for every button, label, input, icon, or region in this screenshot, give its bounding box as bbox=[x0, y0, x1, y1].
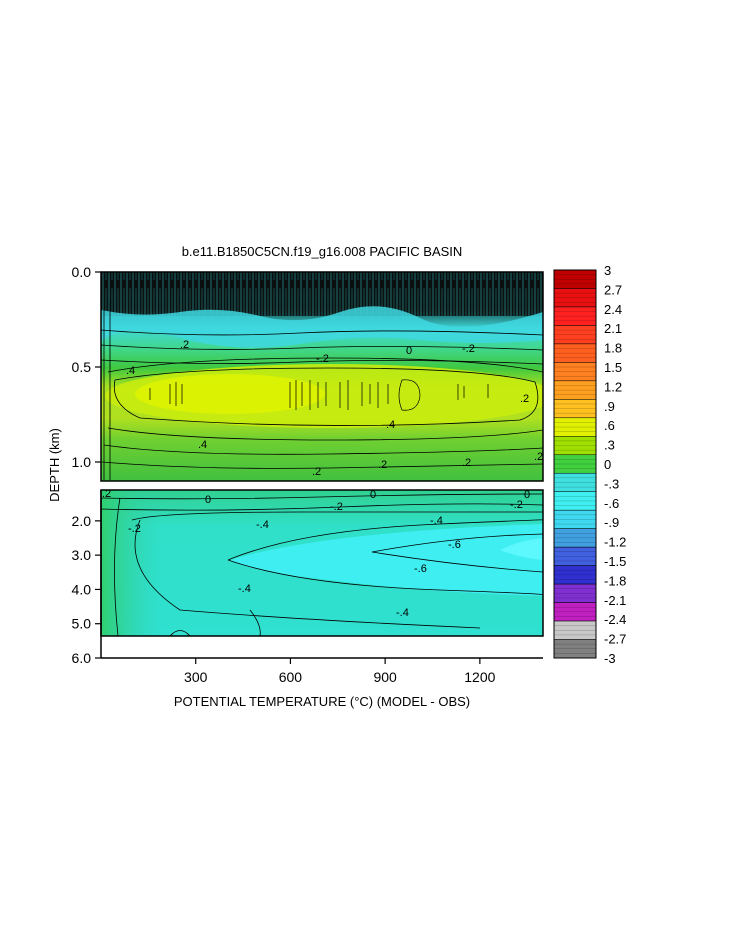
colorbar-label: 2.7 bbox=[604, 282, 622, 297]
upper-contour-label: .4 bbox=[198, 439, 207, 451]
colorbar-label: 1.5 bbox=[604, 360, 622, 375]
colorbar-label: 0 bbox=[604, 457, 611, 472]
lower-contour-label: -.4 bbox=[238, 583, 251, 595]
upper-panel: .4 .2 0 -.2 .4 .2 -.2 .4 .2 .2 .2 .2 bbox=[100, 271, 544, 482]
lower-contour-label: -.2 bbox=[330, 501, 343, 513]
colorbar-label: -2.1 bbox=[604, 593, 626, 608]
chart-title: b.e11.B1850C5CN.f19_g16.008 PACIFIC BASI… bbox=[182, 244, 463, 259]
colorbar-label: 3 bbox=[604, 263, 611, 278]
upper-contour-label: .4 bbox=[126, 365, 135, 377]
x-axis: 300 600 900 1200 bbox=[184, 658, 496, 685]
upper-cyan-band bbox=[101, 306, 543, 348]
x-axis-label: POTENTIAL TEMPERATURE (°C) (MODEL - OBS) bbox=[174, 694, 470, 709]
lower-contour-label: 0 bbox=[524, 489, 530, 501]
colorbar-label: 1.2 bbox=[604, 379, 622, 394]
y-tick-label: 2.0 bbox=[72, 513, 92, 529]
lower-left-warm-band bbox=[101, 490, 161, 636]
upper-noise-band bbox=[101, 272, 543, 316]
upper-contour-label: 0 bbox=[406, 345, 412, 357]
y-tick-label: 0.0 bbox=[72, 264, 92, 280]
lower-contour-label: -.4 bbox=[396, 607, 409, 619]
x-tick-label: 1200 bbox=[464, 669, 495, 685]
upper-contours bbox=[101, 300, 543, 480]
upper-contour-label: .2 bbox=[312, 466, 321, 478]
x-tick-label: 900 bbox=[373, 669, 397, 685]
y-tick-label: 5.0 bbox=[72, 616, 92, 632]
colorbar-label: 2.4 bbox=[604, 302, 622, 317]
colorbar-label: -3 bbox=[604, 651, 616, 666]
y-tick-label: 3.0 bbox=[72, 547, 92, 563]
colorbar-label: -1.2 bbox=[604, 535, 626, 550]
colorbar-label: 1.8 bbox=[604, 341, 622, 356]
upper-contour-clusters bbox=[149, 379, 489, 411]
lower-contour-label: -.6 bbox=[448, 539, 461, 551]
y-axis-upper: 0.0 0.5 1.0 bbox=[72, 264, 101, 470]
upper-contour-label: .2 bbox=[378, 459, 387, 471]
upper-contour-label: .2 bbox=[520, 393, 529, 405]
lower-contour-label-group: 0 -.2 0 -.2 0 -.2 -.4 -.4 .2 -.6 -.6 -.4… bbox=[102, 488, 530, 619]
colorbar-label: -2.7 bbox=[604, 632, 626, 647]
colorbar-frame bbox=[553, 269, 597, 659]
y-tick-label: 1.0 bbox=[72, 454, 92, 470]
y-axis-label: DEPTH (km) bbox=[47, 428, 62, 502]
lower-contour-label: -.4 bbox=[430, 515, 443, 527]
lower-cold-core bbox=[230, 524, 543, 596]
lower-contours bbox=[101, 493, 543, 636]
lower-contour-label: -.6 bbox=[414, 563, 427, 575]
colorbar-label: -.9 bbox=[604, 515, 619, 530]
upper-contour-label: .2 bbox=[180, 339, 189, 351]
lower-cold-core-inner bbox=[500, 538, 543, 560]
lower-contour-label: -.2 bbox=[510, 499, 523, 511]
y-tick-label: 4.0 bbox=[72, 581, 92, 597]
colorbar-label: .9 bbox=[604, 399, 615, 414]
lower-contour-label: .2 bbox=[102, 488, 111, 500]
x-tick-label: 600 bbox=[279, 669, 303, 685]
colorbar-label: -1.8 bbox=[604, 573, 626, 588]
lower-contour-label: -.4 bbox=[256, 519, 269, 531]
upper-frame bbox=[100, 271, 544, 482]
y-axis-lower: 2.0 3.0 4.0 5.0 6.0 bbox=[72, 513, 101, 666]
colorbar-label: -.3 bbox=[604, 476, 619, 491]
upper-contour-label: -.2 bbox=[316, 353, 329, 365]
colorbar-label: -2.4 bbox=[604, 612, 626, 627]
upper-contour-label-group: .4 .2 0 -.2 .4 .2 -.2 .4 .2 .2 .2 .2 bbox=[126, 339, 543, 478]
colorbar-label: -.6 bbox=[604, 496, 619, 511]
colorbar: 3 2.7 2.4 2.1 1.8 1.5 1.2 .9 .6 .3 0 -.3 -.6 -.9 -1.2 -… bbox=[553, 263, 626, 666]
lower-contour-label: -.2 bbox=[128, 523, 141, 535]
colorbar-label: 2.1 bbox=[604, 321, 622, 336]
upper-contour-label: .2 bbox=[534, 451, 543, 463]
upper-warm-core-inner bbox=[135, 374, 325, 414]
y-tick-label: 0.5 bbox=[72, 359, 92, 375]
x-tick-label: 300 bbox=[184, 669, 208, 685]
upper-contour-label: .4 bbox=[386, 419, 395, 431]
upper-contour-label: -.2 bbox=[462, 343, 475, 355]
upper-contour-label: .2 bbox=[462, 457, 471, 469]
colorbar-label: .3 bbox=[604, 438, 615, 453]
colorbar-label: -1.5 bbox=[604, 554, 626, 569]
y-tick-label: 6.0 bbox=[72, 650, 92, 666]
colorbar-label: .6 bbox=[604, 418, 615, 433]
lower-contour-label: 0 bbox=[370, 489, 376, 501]
lower-contour-label: 0 bbox=[205, 494, 211, 506]
lower-panel: 0 -.2 0 -.2 0 -.2 -.4 -.4 .2 -.6 -.6 -.4… bbox=[100, 488, 544, 659]
